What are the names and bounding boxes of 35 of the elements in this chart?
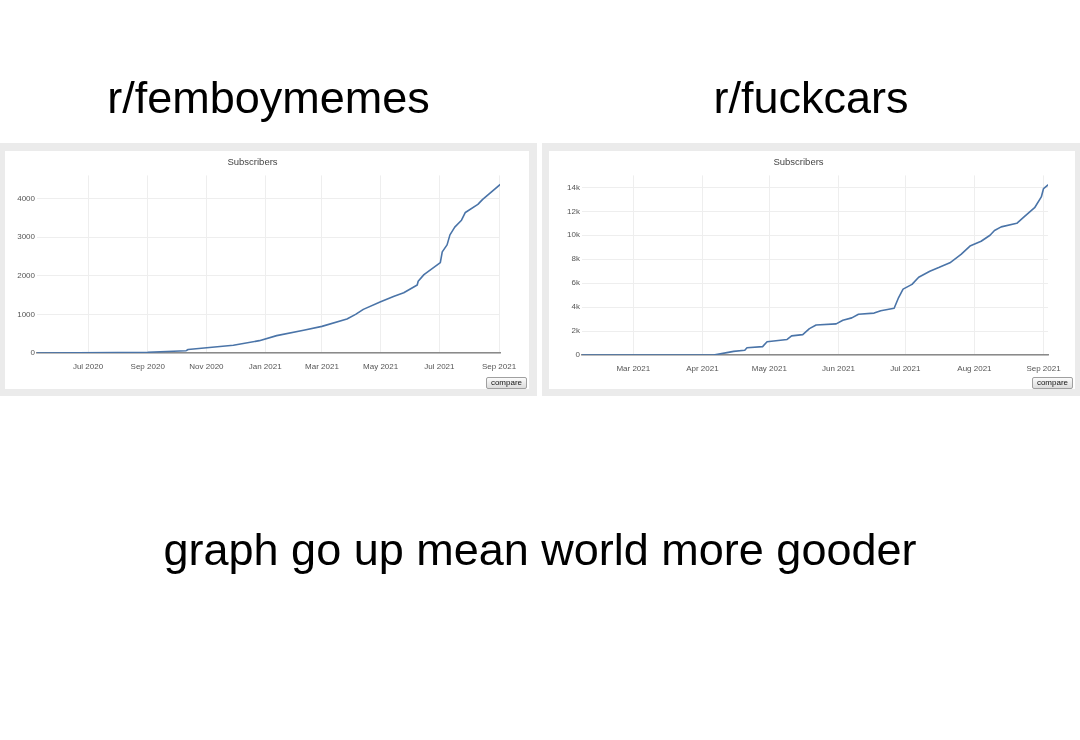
y-tick-label: 14k <box>567 182 581 192</box>
y-tick-label: 0 <box>30 348 36 358</box>
y-tick-label: 12k <box>567 206 581 216</box>
y-tick-label: 4k <box>571 302 581 312</box>
y-tick-label: 2000 <box>17 270 36 280</box>
y-tick-label: 4000 <box>17 193 36 203</box>
x-tick-label: Sep 2021 <box>1026 364 1062 373</box>
y-tick-label: 1000 <box>17 309 36 319</box>
x-tick-label: Jul 2020 <box>72 362 104 371</box>
compare-button[interactable]: compare <box>485 377 527 389</box>
x-tick-label: Nov 2020 <box>189 362 225 371</box>
x-tick-label: Jul 2021 <box>424 362 456 371</box>
x-tick-label: Mar 2021 <box>616 364 651 373</box>
y-tick-label: 3000 <box>17 232 36 242</box>
x-tick-label: Aug 2021 <box>957 364 993 373</box>
chart-subtitle: Subscribers <box>227 156 278 168</box>
chart-title: r/fuckcars <box>712 72 910 124</box>
chart-title: r/femboymemes <box>106 72 431 124</box>
text: graph go up mean world more gooder <box>162 524 918 576</box>
y-tick-label: 10k <box>567 230 581 240</box>
x-tick-label: Apr 2021 <box>686 364 720 373</box>
x-tick-label: Jan 2021 <box>248 362 283 371</box>
x-tick-label: Sep 2021 <box>481 362 517 371</box>
x-tick-label: Jun 2021 <box>821 364 856 373</box>
y-tick-label: 8k <box>571 254 581 264</box>
x-tick-label: May 2021 <box>751 364 788 373</box>
x-tick-label: Mar 2021 <box>305 362 340 371</box>
chart-subtitle: Subscribers <box>773 156 824 168</box>
x-tick-label: Jul 2021 <box>890 364 921 373</box>
y-tick-label: 2k <box>571 326 581 336</box>
x-tick-label: May 2021 <box>363 362 399 371</box>
compare-button[interactable]: compare <box>1031 377 1073 389</box>
x-tick-label: Sep 2020 <box>130 362 166 371</box>
y-tick-label: 0 <box>575 350 581 360</box>
y-tick-label: 6k <box>571 278 581 288</box>
